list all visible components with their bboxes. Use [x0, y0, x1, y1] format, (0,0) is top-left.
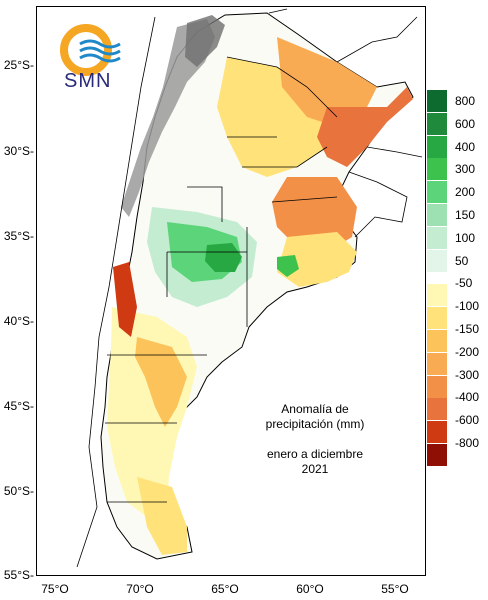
- legend-label-positive: 600: [455, 116, 476, 131]
- lat-label-45: 45°S-: [3, 399, 34, 413]
- legend-label-positive: 200: [455, 185, 476, 200]
- legend-label-positive: 150: [455, 208, 476, 222]
- legend-label-negative: -800: [455, 436, 480, 450]
- legend-swatch-negative: [427, 352, 447, 375]
- legend-label-negative: -600: [455, 413, 480, 428]
- lon-label-60: 60°O: [296, 582, 324, 596]
- andes-relief: [121, 19, 215, 217]
- legend-swatch-negative: [427, 398, 447, 421]
- lat-label-55: 55°S-: [3, 568, 34, 582]
- legend-swatch-negative: [427, 375, 447, 398]
- logo-text: SMN: [64, 70, 112, 92]
- legend-label-positive: 50: [455, 253, 469, 268]
- lat-label-50: 50°S-: [3, 484, 34, 498]
- legend-swatch-positive: [427, 112, 447, 135]
- legend-label-negative: -300: [455, 367, 480, 382]
- map-frame: [36, 6, 426, 576]
- legend-label-positive: 100: [455, 230, 476, 245]
- legend-swatch-positive: [427, 204, 447, 226]
- lon-label-55: 55°O: [381, 582, 409, 596]
- annotation-line-1: Anomalía de: [281, 402, 349, 416]
- legend-swatch-negative: [427, 307, 447, 330]
- dry-area-northeast: [277, 37, 377, 127]
- legend-swatch-positive: [427, 226, 447, 249]
- annotation-line-2: precipitación (mm): [265, 417, 365, 431]
- legend-label-positive: 800: [455, 94, 476, 108]
- legend-label-positive: 400: [455, 139, 476, 154]
- country-boundaries: [76, 8, 423, 568]
- lat-label-35: 35°S-: [3, 229, 34, 243]
- dry-area-south: [137, 477, 187, 555]
- lat-label-40: 40°S-: [3, 314, 34, 328]
- anomaly-map: [76, 8, 423, 568]
- dry-area-patagonia-strong: [135, 337, 187, 427]
- legend-label-positive: 300: [455, 162, 476, 177]
- annotation-line-3: enero a diciembre: [266, 447, 364, 461]
- legend-swatch-negative: [427, 444, 447, 466]
- lon-label-75: 75°O: [41, 582, 69, 596]
- legend-label-negative: -400: [455, 390, 480, 405]
- legend-swatch-positive: [427, 181, 447, 204]
- legend-label-negative: -150: [455, 322, 480, 336]
- legend-swatch-negative: [427, 330, 447, 352]
- annotation-line-4: 2021: [301, 462, 329, 476]
- map-annotation: Anomalía de precipitación (mm) enero a d…: [250, 402, 380, 477]
- legend-label-negative: -100: [455, 299, 480, 314]
- legend-swatch-positive: [427, 90, 447, 112]
- dry-area-buenos-aires: [277, 232, 357, 287]
- smn-logo-icon: [60, 24, 121, 76]
- legend-swatch-positive: [427, 158, 447, 181]
- legend-label-negative: -200: [455, 344, 480, 359]
- color-legend: 800 600 400 300 200 150 100 50 -50 -100 -150 -200 -3…: [425, 90, 485, 475]
- lat-label-25: 25°S-: [3, 58, 34, 72]
- dry-area-mesopotamia: [317, 87, 413, 167]
- legend-label-negative: -50: [455, 276, 473, 291]
- lat-label-30: 30°S-: [3, 144, 34, 158]
- lon-label-65: 65°O: [211, 582, 239, 596]
- wet-area-center-core: [205, 243, 242, 272]
- legend-swatch-negative: [427, 284, 447, 307]
- legend-swatch-positive: [427, 135, 447, 158]
- lon-label-70: 70°O: [126, 582, 154, 596]
- wet-area-east: [277, 255, 299, 277]
- legend-swatch-negative: [427, 421, 447, 444]
- legend-swatch-positive: [427, 249, 447, 272]
- dry-area-andes-south: [113, 262, 137, 337]
- province-boundaries: [105, 56, 338, 503]
- andes-relief-2: [185, 15, 225, 67]
